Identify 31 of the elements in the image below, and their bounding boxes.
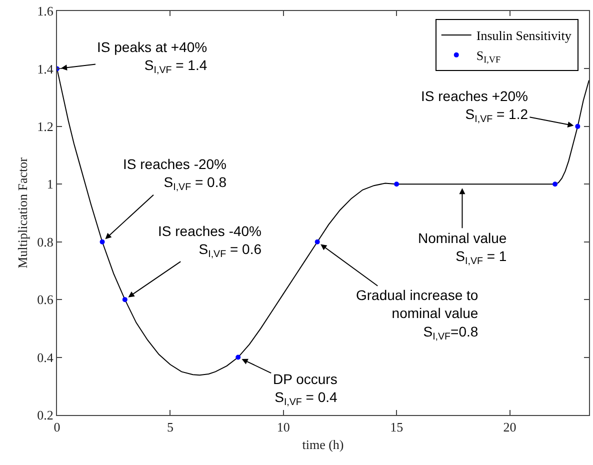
annotation: IS reaches +20% S$_{I,VF}$ = 1.2 (421, 88, 528, 126)
x-tick-label: 20 (503, 420, 516, 435)
annotation: IS reaches -40% S$_{I,VF}$ = 0.6 (158, 223, 262, 260)
annotation: Nominal value S$_{I,VF}$ = 1 (418, 230, 507, 268)
y-tick-label: 0.2 (37, 408, 54, 423)
annotation: Gradual increase to nominal value S$_{I,VF}$=0.8 (356, 287, 478, 342)
point (122, 297, 128, 302)
x-tick-label: 10 (276, 420, 290, 435)
y-tick-label: 1 (46, 176, 54, 192)
point (236, 354, 241, 360)
y-tick-label: 1.2 (37, 118, 54, 134)
point (575, 124, 580, 129)
y-tick-label: 0.4 (37, 350, 54, 365)
legend-label: S$_{I,VF}$ (476, 48, 501, 65)
point (394, 182, 400, 187)
point (100, 239, 105, 244)
legend-label: Insulin Sensitivity (476, 28, 572, 44)
y-tick-label: 1.4 (37, 61, 54, 76)
y-tick-label: 0.6 (37, 292, 54, 308)
point (314, 239, 320, 244)
x-tick-label: 0 (54, 420, 60, 435)
y-tick-label: 1.6 (37, 4, 54, 19)
x-axis-title: time (h) (302, 437, 344, 452)
x-tick-label: 5 (166, 420, 174, 435)
annotation: IS peaks at +40% S$_{I,VF}$ = 1.4 (97, 39, 208, 76)
annotation: IS reaches -20% S$_{I,VF}$ = 0.8 (123, 156, 227, 194)
point (552, 182, 558, 187)
x-tick-label: 15 (390, 420, 404, 435)
y-axis-title: Multiplication Factor (15, 156, 30, 268)
y-tick-label: 0.8 (37, 234, 54, 250)
annotation: DP occurs S$_{I,VF}$ = 0.4 (273, 371, 338, 408)
